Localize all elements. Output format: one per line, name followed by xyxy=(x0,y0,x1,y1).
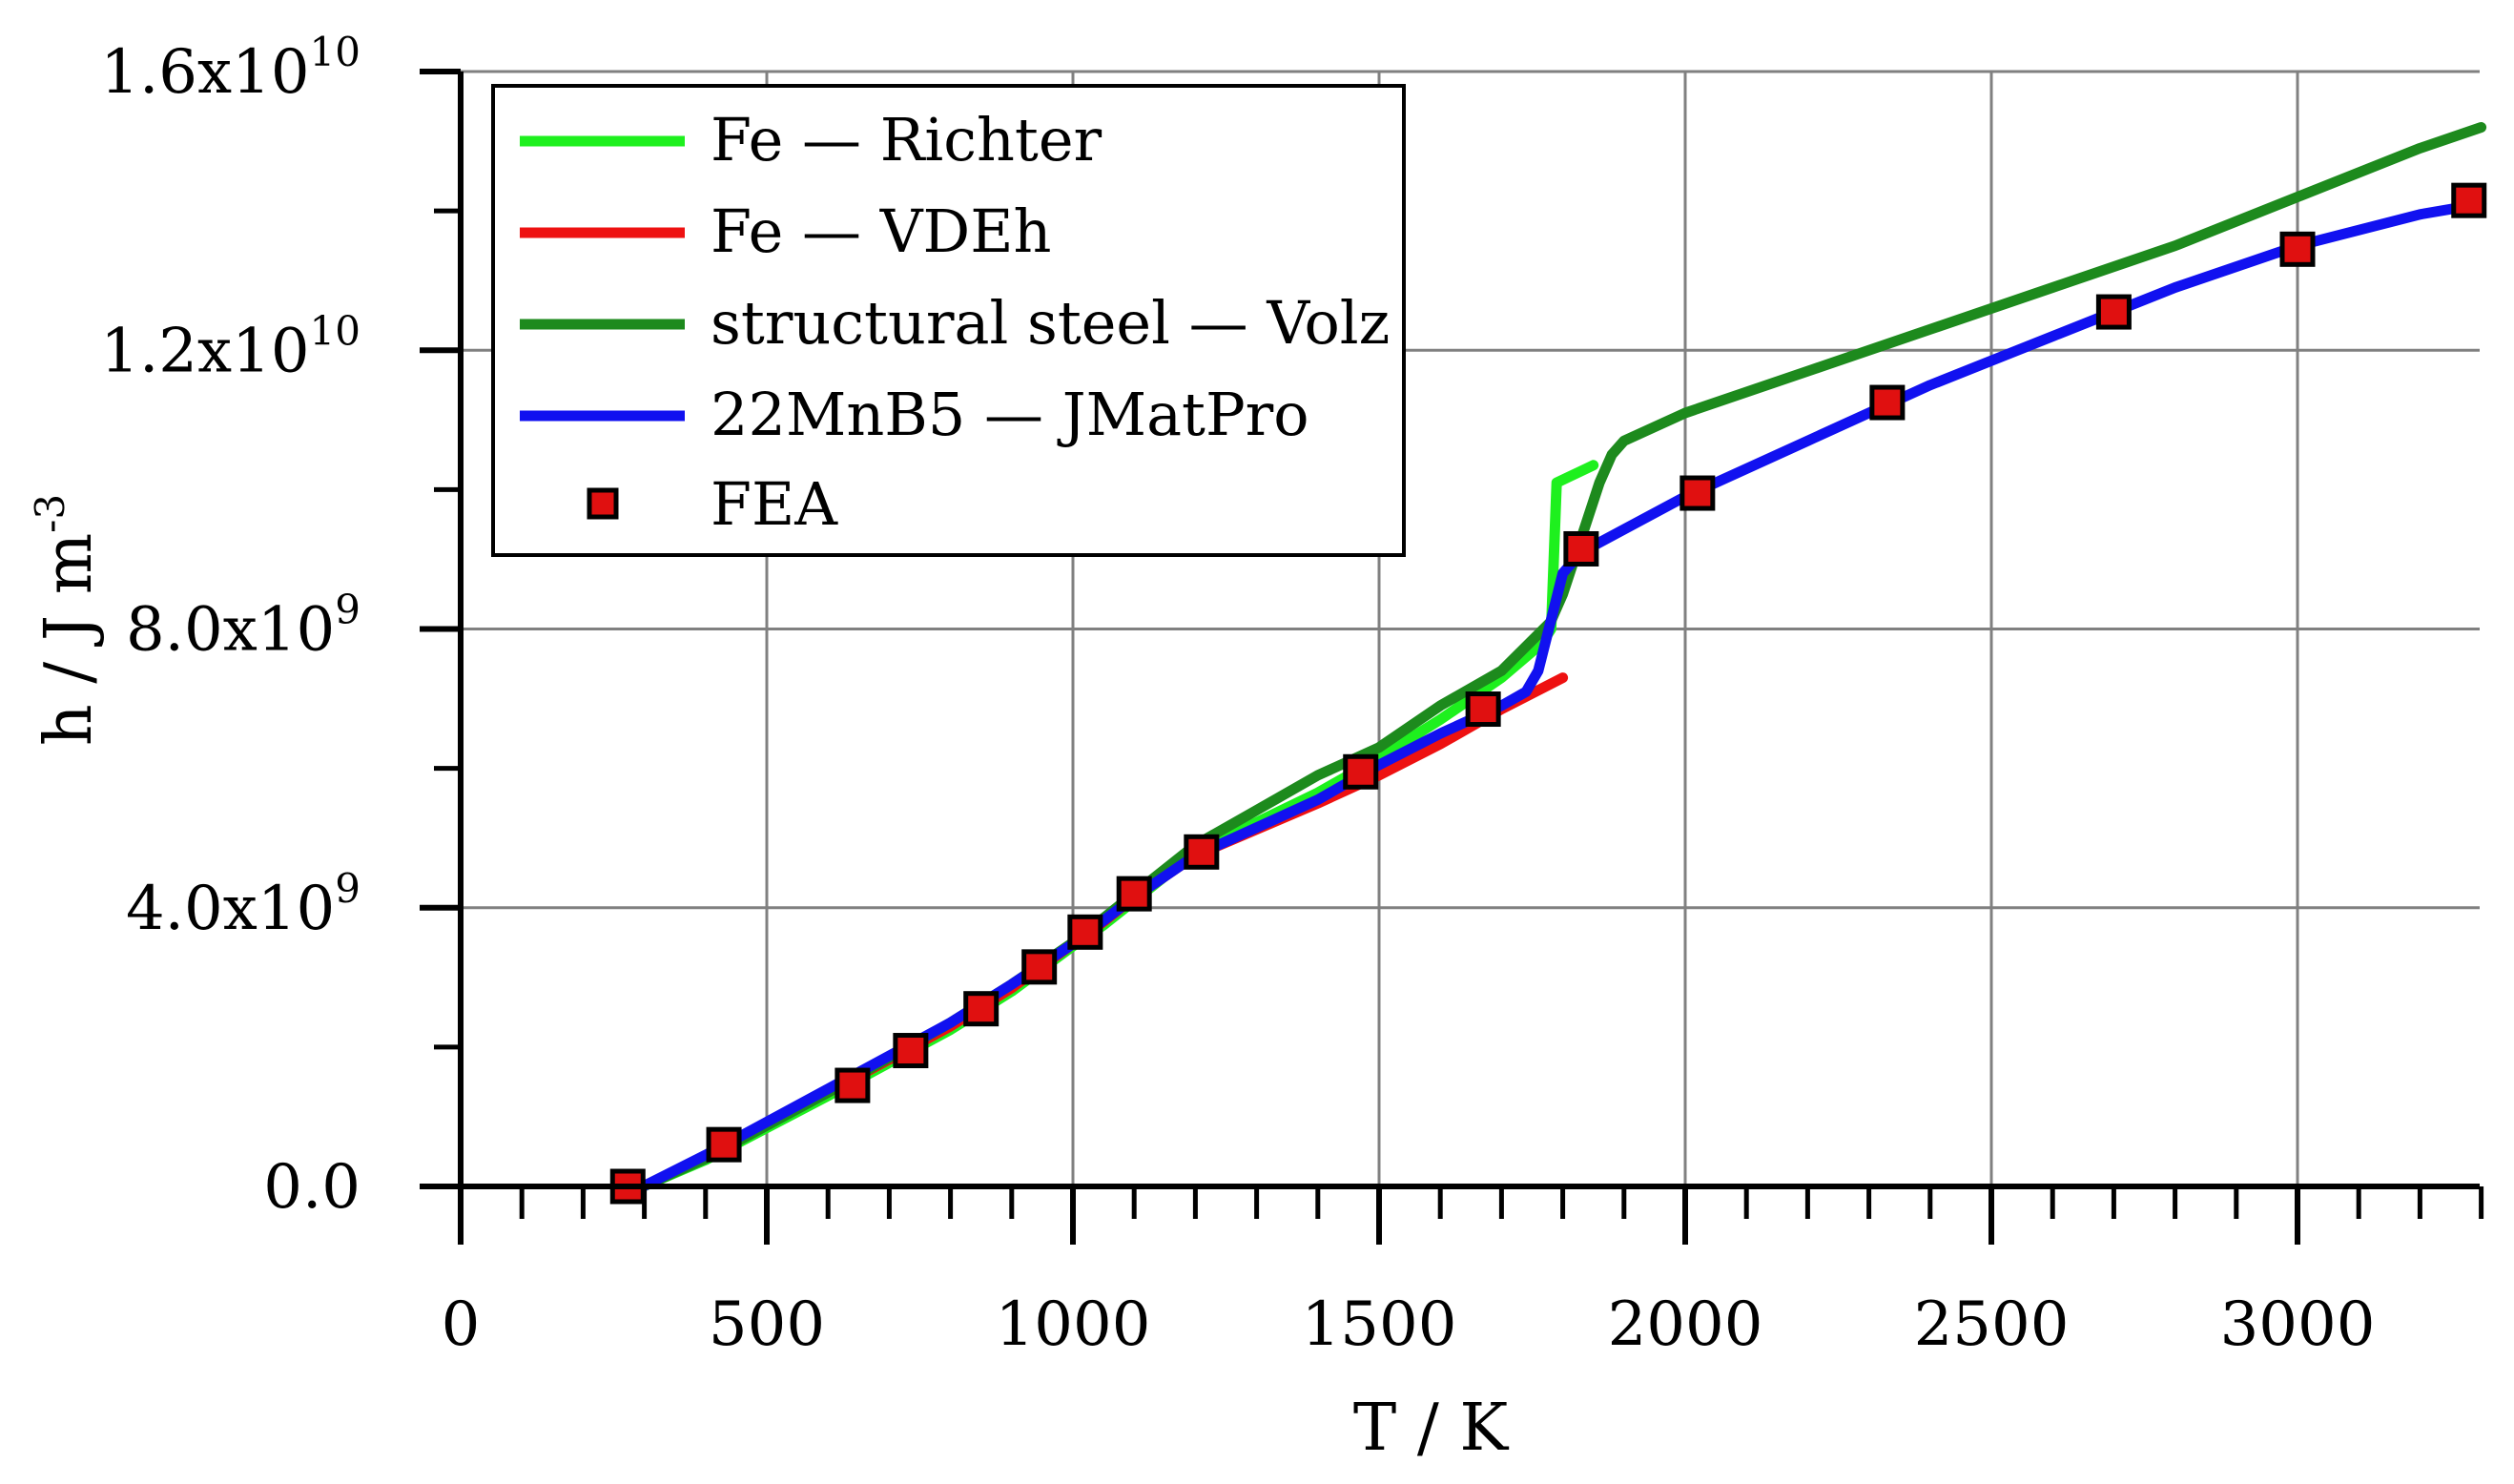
legend-label-richter: Fe — Richter xyxy=(711,105,1102,175)
legend: Fe — Richter Fe — VDEh structural steel … xyxy=(491,84,1406,557)
y-axis-title-group: h / J m-3 xyxy=(27,494,107,746)
fea-marker xyxy=(2279,231,2316,267)
y-axis-title-main: h / J m xyxy=(31,533,107,746)
y-tick-label: 8.0x109 xyxy=(126,587,361,666)
y-tick-label: 0.0 xyxy=(263,1152,361,1223)
x-tick-label: 0 xyxy=(442,1289,481,1360)
fea-marker xyxy=(1116,876,1152,912)
x-tick-label: 2000 xyxy=(1608,1289,1763,1360)
y-tick-label: 1.6x1010 xyxy=(100,29,361,108)
fea-markers xyxy=(609,182,2487,1205)
axes: 0 500 1000 1500 2000 2500 3000 0.0 4.0x109 8.0x10… xyxy=(100,29,2484,1360)
x-tick-label: 2500 xyxy=(1914,1289,2070,1360)
x-tick-label: 1000 xyxy=(996,1289,1151,1360)
y-axis-title: h / J m-3 xyxy=(27,494,107,746)
x-tick-label: 500 xyxy=(709,1289,825,1360)
legend-label-fea: FEA xyxy=(711,469,838,539)
x-axis-title: T / K xyxy=(1353,1391,1509,1466)
legend-label-jmatpro: 22MnB5 — JMatPro xyxy=(711,380,1309,449)
y-tick-label: 1.2x1010 xyxy=(100,307,361,386)
fea-marker xyxy=(1869,384,1906,421)
fea-marker xyxy=(1021,949,1058,985)
x-tick-label: 3000 xyxy=(2220,1289,2376,1360)
fea-marker xyxy=(1465,691,1501,728)
fea-marker xyxy=(2451,182,2487,218)
fea-marker xyxy=(1343,753,1379,790)
legend-label-vdeh: Fe — VDEh xyxy=(711,196,1051,266)
series-line-3 xyxy=(637,198,2487,1192)
fea-marker xyxy=(1679,475,1716,511)
y-tick-label: 4.0x109 xyxy=(126,865,361,944)
x-tick-label: 1500 xyxy=(1302,1289,1457,1360)
fea-marker xyxy=(1184,834,1220,870)
legend-marker-fea xyxy=(587,487,619,520)
fea-marker xyxy=(963,991,999,1027)
fea-marker xyxy=(835,1067,871,1103)
fea-marker xyxy=(1067,914,1103,950)
legend-label-volz: structural steel — Volz xyxy=(711,288,1390,358)
fea-marker xyxy=(1563,530,1599,567)
fea-marker xyxy=(706,1126,742,1163)
fea-marker xyxy=(2095,294,2132,330)
y-axis-title-exp: -3 xyxy=(27,494,73,533)
series-line-0 xyxy=(637,460,1599,1192)
fea-marker xyxy=(893,1033,929,1069)
